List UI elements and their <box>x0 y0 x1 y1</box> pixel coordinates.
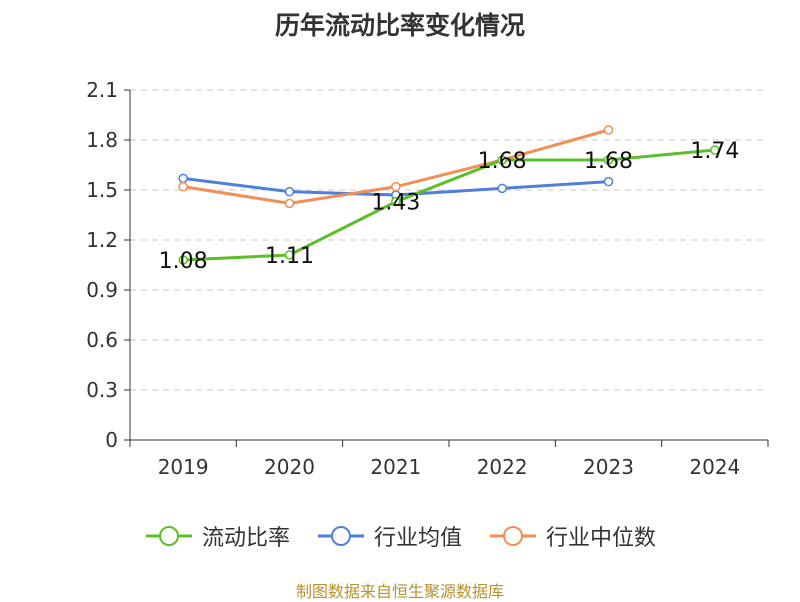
data-label: 1.68 <box>584 149 633 174</box>
data-source-note: 制图数据来自恒生聚源数据库 <box>295 582 504 601</box>
x-tick-label: 2024 <box>689 455 740 479</box>
data-point[interactable] <box>603 155 614 165</box>
y-tick-label: 0.3 <box>86 378 118 402</box>
y-tick-label: 0.6 <box>86 328 118 352</box>
series-line <box>183 148 715 262</box>
data-point[interactable] <box>391 181 401 192</box>
y-tick-label: 1.2 <box>86 228 118 252</box>
x-tick-label: 2022 <box>477 455 528 479</box>
x-tick-label: 2023 <box>583 455 634 479</box>
data-point[interactable] <box>710 145 720 155</box>
data-point[interactable] <box>284 198 295 209</box>
x-tick-label: 2019 <box>158 455 209 479</box>
data-label: 1.68 <box>478 149 527 174</box>
data-point[interactable] <box>178 255 188 265</box>
legend-line-icon <box>317 526 364 546</box>
y-tick-label: 1.5 <box>86 178 118 202</box>
y-tick-label: 2.1 <box>86 78 118 102</box>
legend-item-industry-mean[interactable]: 行业均值 <box>316 520 462 552</box>
legend-label: 行业均值 <box>373 526 462 551</box>
data-label: 1.11 <box>265 244 314 269</box>
chart-title: 历年流动比率变化情况 <box>274 11 525 40</box>
legend-line-icon <box>490 526 536 546</box>
legend-label: 行业中位数 <box>546 526 657 551</box>
data-label: 1.08 <box>159 249 208 274</box>
x-tick-label: 2021 <box>370 455 421 479</box>
y-tick-label: 0 <box>105 428 118 452</box>
data-point[interactable] <box>497 155 507 165</box>
legend-line-icon <box>145 526 192 546</box>
data-point[interactable] <box>603 125 614 135</box>
legend-item-industry-median[interactable]: 行业中位数 <box>488 520 656 552</box>
data-label: 1.74 <box>690 139 739 164</box>
y-tick-label: 0.9 <box>86 278 118 302</box>
x-tick-label: 2020 <box>264 455 315 479</box>
data-point[interactable] <box>391 196 401 207</box>
legend-item-current-ratio[interactable]: 流动比率 <box>144 520 290 552</box>
y-tick-label: 1.8 <box>86 128 118 152</box>
data-label: 1.43 <box>371 191 420 216</box>
data-point[interactable] <box>284 186 295 197</box>
data-point[interactable] <box>284 250 295 260</box>
legend-label: 流动比率 <box>201 526 290 551</box>
data-point[interactable] <box>178 181 188 192</box>
legend[interactable]: 流动比率 行业均值 行业中位数 <box>0 520 800 552</box>
data-point[interactable] <box>603 176 614 187</box>
data-point[interactable] <box>178 173 188 184</box>
data-point[interactable] <box>497 183 507 194</box>
